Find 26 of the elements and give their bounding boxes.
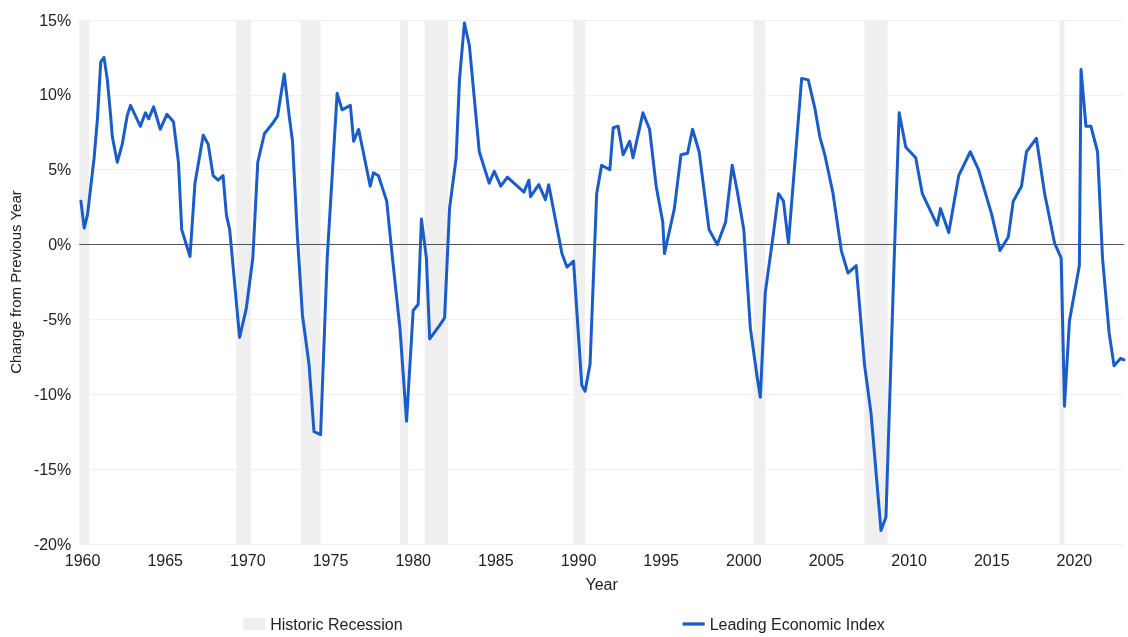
x-tick-label: 1965 [147,551,184,569]
y-tick-label: -10% [33,385,72,403]
x-tick-label: 2020 [1056,551,1093,569]
y-tick-label: -15% [33,460,72,478]
y-tick-label: -20% [33,535,72,553]
x-tick-label: 1990 [560,551,597,569]
x-tick-label: 1995 [643,551,680,569]
y-tick-label: -5% [42,310,72,328]
x-tick-label: 2010 [891,551,927,569]
x-tick-label: 2005 [808,551,845,569]
legend-label: Historic Recession [270,615,403,633]
y-tick-label: 15% [39,11,72,29]
x-tick-label: 2000 [725,551,762,569]
y-axis-title: Change from Previous Year [7,190,24,374]
x-axis-title: Year [585,575,619,593]
x-tick-label: 1960 [64,551,101,569]
x-tick-label: 1980 [395,551,432,569]
line-series [79,21,1126,533]
y-tick-label: 10% [39,86,72,104]
x-tick-label: 1975 [312,551,349,569]
x-tick-label: 2015 [973,551,1010,569]
y-tick-label: 0% [48,236,72,254]
x-tick-label: 1985 [478,551,514,569]
legend-label: Leading Economic Index [709,615,885,633]
x-tick-label: 1970 [230,551,266,569]
y-tick-label: 5% [48,161,72,179]
